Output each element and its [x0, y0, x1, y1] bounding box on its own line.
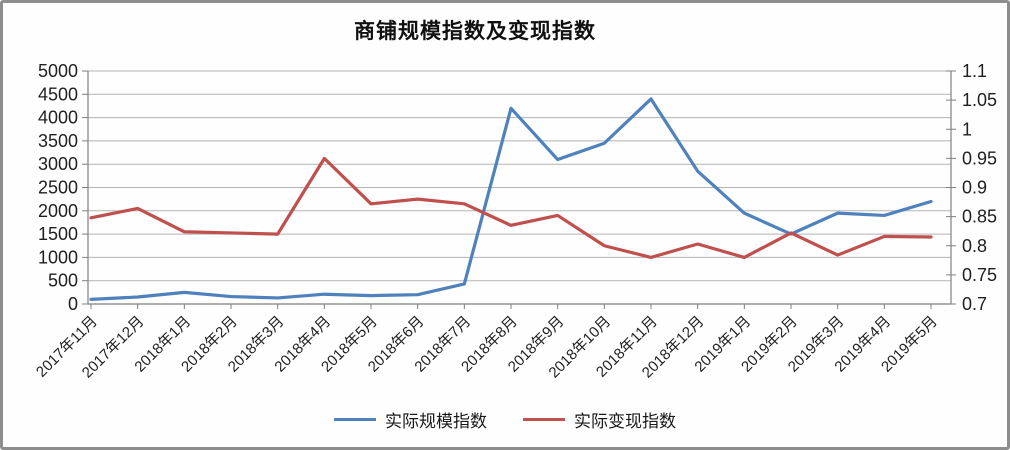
- y-right-tick-label: 0.85: [962, 207, 997, 227]
- y-left-tick-label: 1500: [38, 224, 78, 244]
- y-right-tick-label: 1: [962, 119, 972, 139]
- y-left-tick-label: 2500: [38, 178, 78, 198]
- scale-index-line: [89, 97, 933, 301]
- y-right-tick-label: 1.1: [962, 61, 987, 81]
- legend-label-monetization-index: 实际变现指数: [574, 412, 676, 431]
- y-left-tick-label: 0: [68, 294, 78, 314]
- scale-index-line-swatch: [334, 418, 376, 421]
- y-left-tick-label: 1000: [38, 247, 78, 267]
- y-left-tick-label: 500: [48, 271, 78, 291]
- y-right-tick-label: 0.9: [962, 178, 987, 198]
- monetization-index-line: [89, 156, 933, 259]
- y-left-tick-label: 5000: [38, 61, 78, 81]
- legend-label-scale-index: 实际规模指数: [385, 412, 487, 431]
- y-left-tick-label: 4500: [38, 84, 78, 104]
- y-left-tick-label: 2000: [38, 201, 78, 221]
- y-right-tick-label: 0.8: [962, 236, 987, 256]
- y-right-tick-label: 0.75: [962, 265, 997, 285]
- monetization-index-line-swatch: [523, 418, 565, 421]
- legend-item-scale-index: 实际规模指数: [334, 407, 487, 432]
- chart-title: 商铺规模指数及变现指数: [354, 19, 596, 43]
- y-left-tick-label: 3000: [38, 154, 78, 174]
- y-right-tick-label: 0.7: [962, 294, 987, 314]
- y-left-tick-label: 3500: [38, 131, 78, 151]
- y-right-tick-label: 0.95: [962, 148, 997, 168]
- legend: 实际规模指数 实际变现指数: [3, 407, 1007, 432]
- legend-item-monetization-index: 实际变现指数: [523, 407, 676, 432]
- plot-area: 0 500 1000 1500 2000 2500 3000 3500 4000 4500 5000…: [33, 61, 997, 381]
- y-right-tick-label: 1.05: [962, 90, 997, 110]
- y-left-tick-label: 4000: [38, 108, 78, 128]
